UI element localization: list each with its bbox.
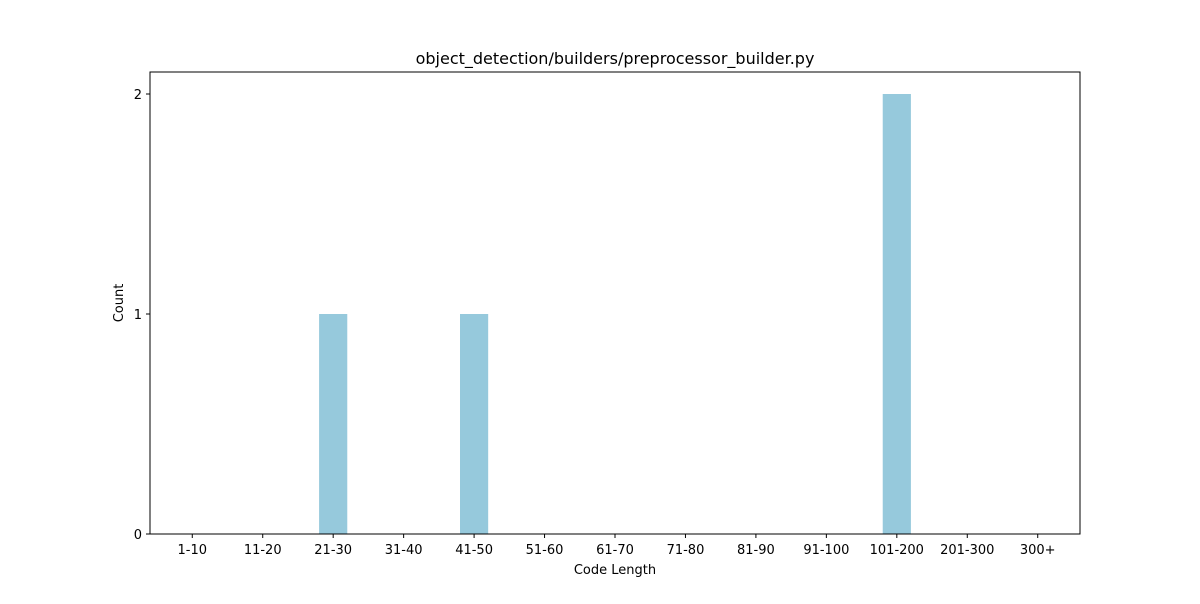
chart-title: object_detection/builders/preprocessor_b… — [416, 49, 815, 69]
x-tick-label: 21-30 — [314, 543, 352, 558]
y-axis: 0 1 2 — [134, 88, 150, 543]
x-tick-label: 201-300 — [940, 543, 994, 558]
x-tick-label: 1-10 — [178, 543, 208, 558]
x-tick-label: 41-50 — [455, 543, 493, 558]
x-tick-label: 31-40 — [385, 543, 423, 558]
y-axis-label: Count — [112, 284, 127, 323]
x-tick-label: 71-80 — [667, 543, 705, 558]
x-tick-label: 300+ — [1020, 543, 1056, 558]
x-tick-label: 51-60 — [526, 543, 564, 558]
bar-101-200 — [882, 94, 911, 534]
x-tick-label: 91-100 — [803, 543, 849, 558]
x-tick-label: 61-70 — [596, 543, 634, 558]
bar-41-50 — [460, 314, 489, 534]
bar-21-30 — [319, 314, 348, 534]
x-axis: 1-10 11-20 21-30 31-40 41-50 51-60 61-70 71-80 8… — [178, 534, 1056, 558]
x-axis-label: Code Length — [574, 563, 656, 578]
y-tick-label: 1 — [134, 308, 142, 323]
x-tick-label: 81-90 — [737, 543, 775, 558]
x-tick-label: 11-20 — [244, 543, 282, 558]
bars-layer — [319, 94, 911, 534]
x-tick-label: 101-200 — [870, 543, 924, 558]
y-tick-label: 2 — [134, 88, 142, 103]
y-tick-label: 0 — [134, 528, 142, 543]
